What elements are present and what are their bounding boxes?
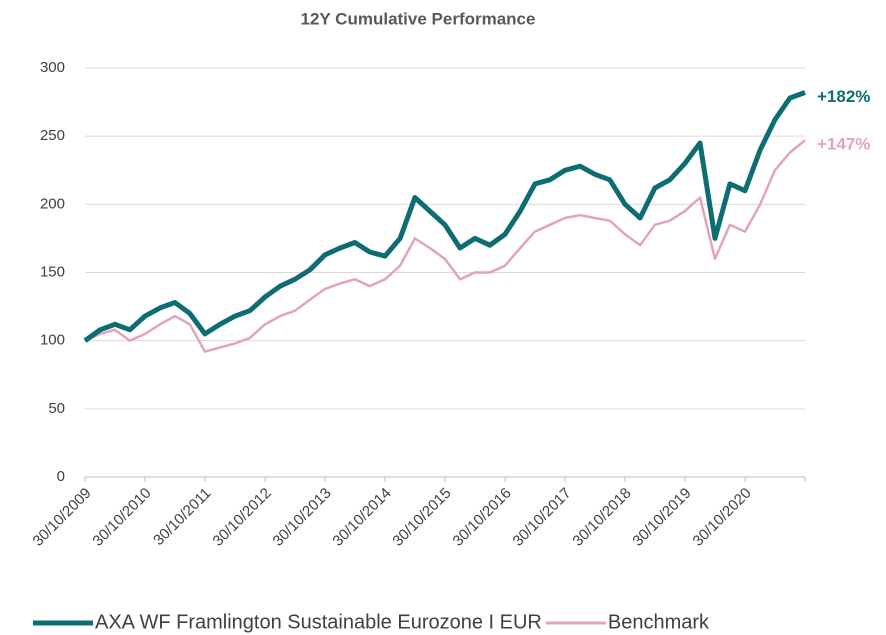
y-tick-label: 100 bbox=[40, 332, 65, 349]
x-tick-label: 30/10/2017 bbox=[510, 485, 575, 550]
x-tick-label: 30/10/2012 bbox=[210, 485, 275, 550]
x-tick-label: 30/10/2010 bbox=[89, 485, 154, 550]
series-line bbox=[83, 90, 806, 343]
y-tick-label: 200 bbox=[40, 195, 65, 212]
y-tick-label: 250 bbox=[40, 127, 65, 144]
end-label: +147% bbox=[817, 135, 870, 154]
y-tick-label: 300 bbox=[40, 59, 65, 76]
y-tick-label: 50 bbox=[48, 400, 65, 417]
series-line bbox=[84, 139, 806, 353]
end-label: +182% bbox=[817, 87, 870, 106]
legend-label: Benchmark bbox=[608, 611, 710, 633]
x-tick-label: 30/10/2014 bbox=[329, 485, 394, 550]
legend-label: AXA WF Framlington Sustainable Eurozone … bbox=[95, 611, 542, 633]
x-tick-label: 30/10/2016 bbox=[450, 485, 515, 550]
x-tick-label: 30/10/2018 bbox=[569, 485, 634, 550]
chart-title: 12Y Cumulative Performance bbox=[301, 9, 536, 28]
x-tick-label: 30/10/2015 bbox=[389, 485, 454, 550]
x-tick-label: 30/10/2019 bbox=[629, 485, 694, 550]
y-tick-label: 150 bbox=[40, 263, 65, 280]
y-tick-label: 0 bbox=[57, 468, 65, 485]
x-tick-label: 30/10/2009 bbox=[30, 485, 95, 550]
x-tick-label: 30/10/2013 bbox=[270, 485, 335, 550]
x-tick-label: 30/10/2011 bbox=[150, 485, 214, 549]
x-tick-label: 30/10/2020 bbox=[690, 485, 755, 550]
